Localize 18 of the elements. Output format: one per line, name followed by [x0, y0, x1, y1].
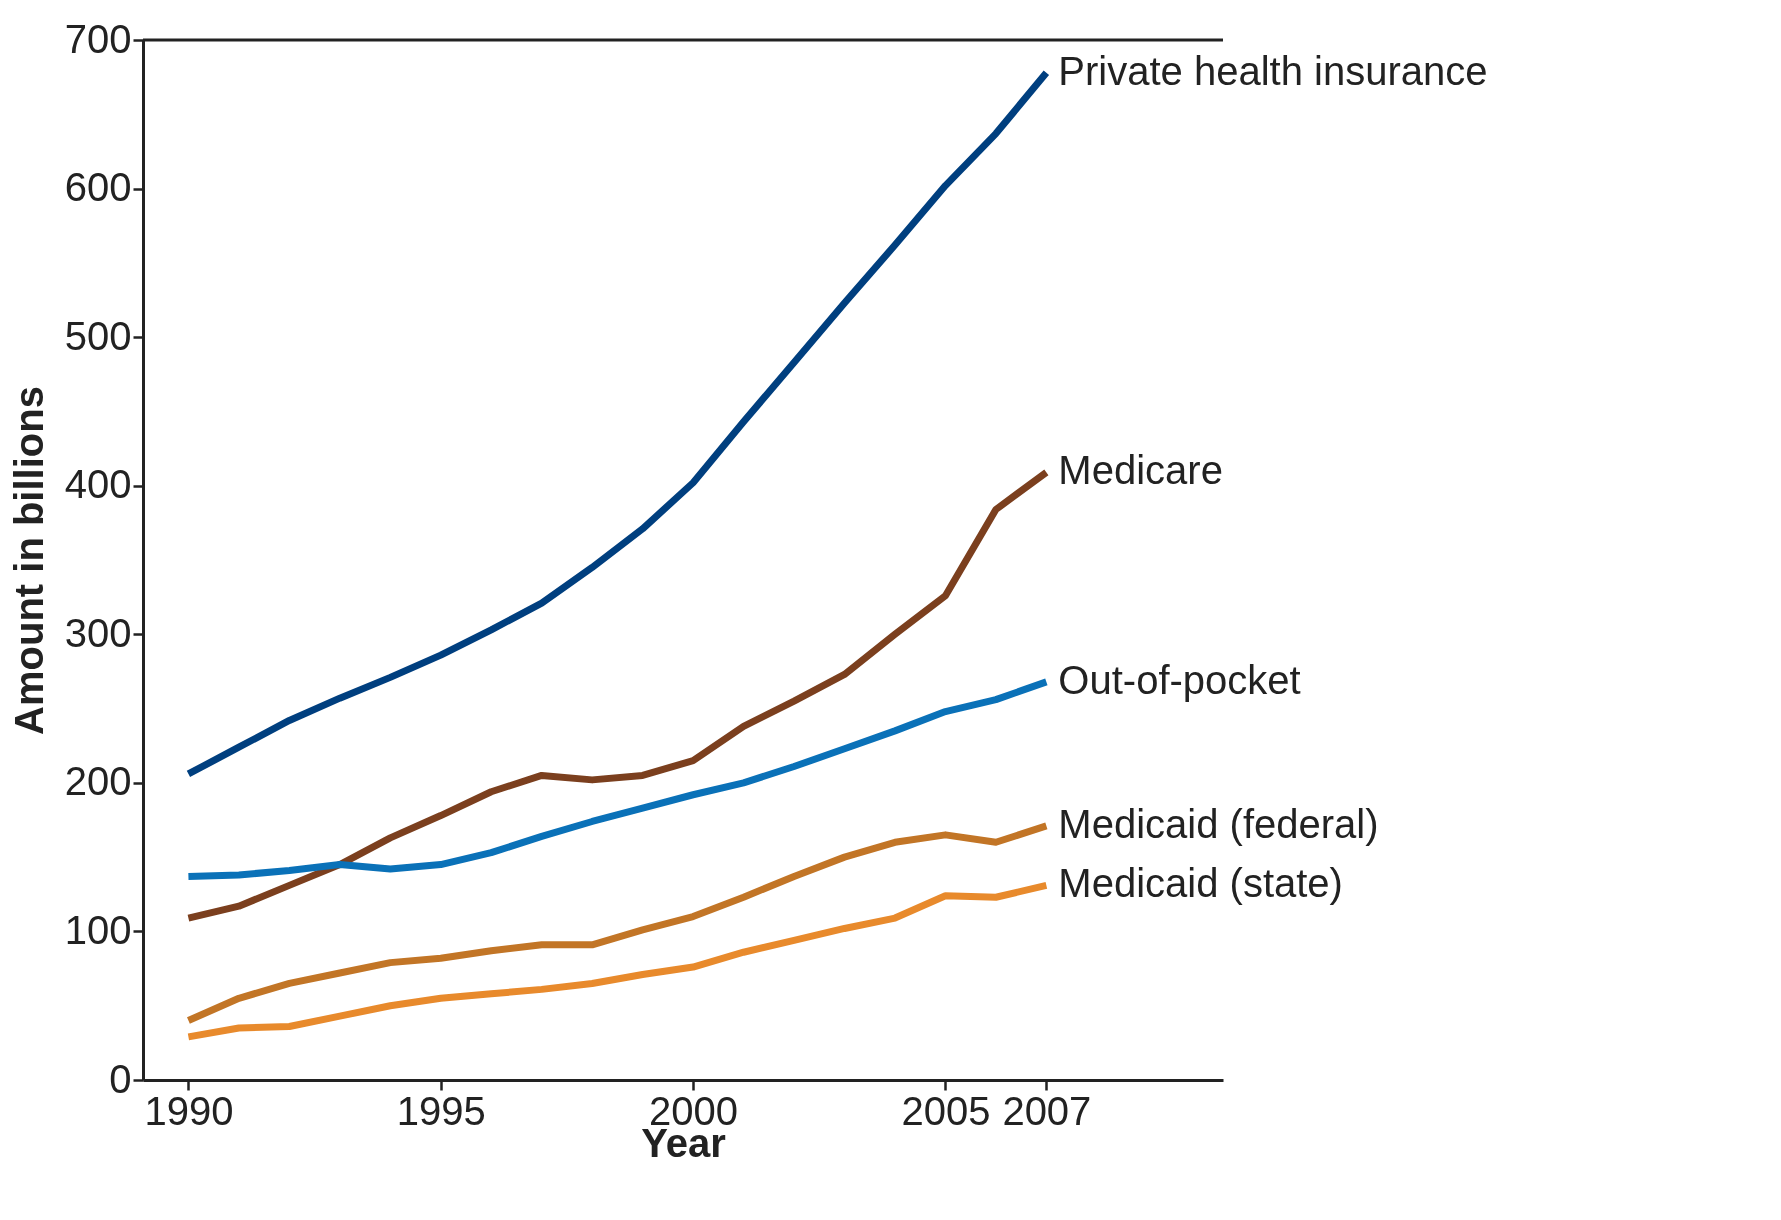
series-label: Private health insurance — [1058, 48, 1488, 93]
y-tick-label: 500 — [64, 313, 132, 358]
series-label: Medicare — [1058, 448, 1223, 493]
y-axis-title: Amount in billions — [6, 386, 51, 735]
y-tick-label: 200 — [64, 759, 132, 804]
series-label: Medicaid (state) — [1058, 861, 1343, 906]
x-tick-label: 2007 — [1002, 1088, 1092, 1133]
y-tick-label: 0 — [109, 1056, 132, 1101]
y-tick-label: 400 — [64, 462, 132, 507]
y-tick-label: 300 — [64, 610, 132, 655]
x-tick-label: 2005 — [901, 1088, 991, 1133]
y-tick-label: 700 — [64, 16, 132, 61]
series-label: Medicaid (federal) — [1058, 801, 1379, 846]
series-label: Out-of-pocket — [1058, 657, 1301, 702]
x-tick-label: 1995 — [396, 1088, 486, 1133]
y-tick-label: 100 — [64, 907, 132, 952]
y-tick-label: 600 — [64, 165, 132, 210]
x-tick-label: 1990 — [144, 1088, 234, 1133]
